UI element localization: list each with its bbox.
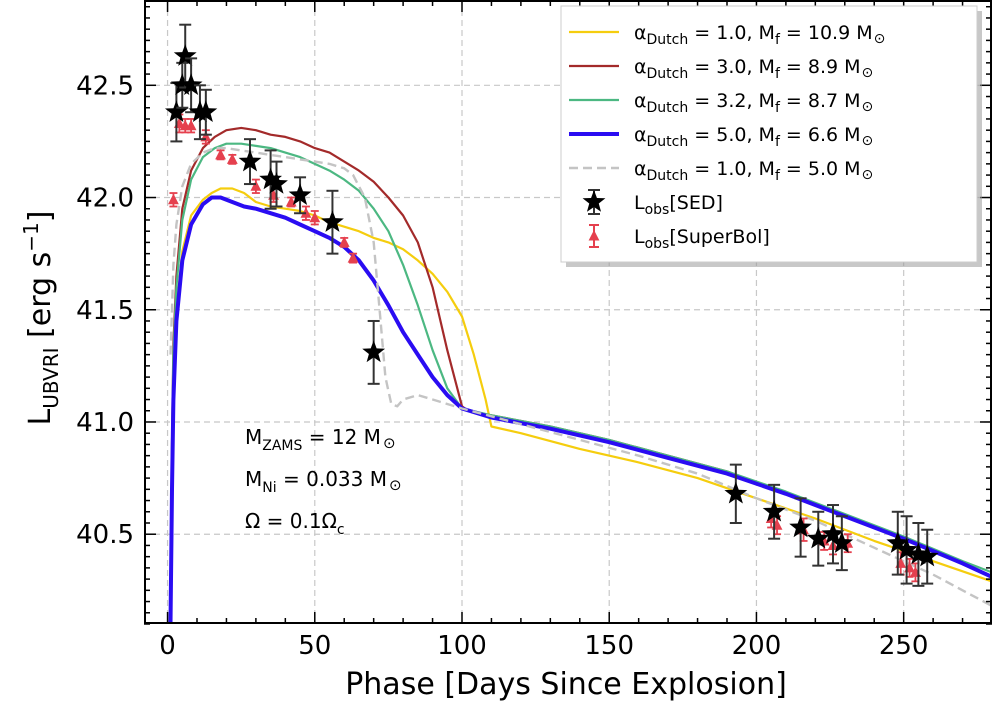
axes-frame — [144, 0, 992, 624]
x-tick-label: 0 — [159, 631, 176, 661]
annotation-omega: Ω = 0.1Ωc — [245, 509, 345, 538]
superbol-point — [338, 236, 350, 247]
legend-label: αDutch = 5.0, Mf = 6.6 M⊙ — [634, 124, 873, 150]
sed-point — [259, 167, 283, 190]
sed-point — [724, 481, 748, 504]
series-line-0 — [169, 187, 992, 624]
sed-point — [915, 544, 939, 567]
sed-point — [806, 526, 830, 549]
y-tick-label: 40.5 — [76, 520, 134, 550]
sed-point — [895, 537, 919, 560]
annotations: MZAMS = 12 M ⊙ MNi = 0.033 M ⊙ Ω = 0.1Ωc — [245, 425, 402, 538]
model-curves — [168, 126, 992, 624]
sed-point — [821, 522, 845, 544]
legend-label: Lobs[SuperBol] — [634, 226, 770, 252]
sed-point — [886, 531, 910, 553]
sed-point — [194, 100, 218, 122]
sed-point — [170, 73, 194, 95]
annotation-mzams: MZAMS = 12 M ⊙ — [245, 425, 396, 454]
sed-point — [173, 44, 197, 66]
x-tick-label: 150 — [584, 631, 634, 661]
x-axis-title: Phase [Days Since Explosion] — [345, 667, 787, 701]
legend-label: αDutch = 1.0, Mf = 5.0 M⊙ — [634, 158, 873, 184]
y-tick-label: 42.0 — [76, 184, 134, 214]
sed-point — [830, 531, 854, 553]
superbol-point — [226, 153, 238, 164]
legend-label: αDutch = 3.2, Mf = 8.7 M⊙ — [634, 90, 873, 116]
sed-point — [238, 149, 262, 172]
plot-frame — [144, 0, 992, 624]
legend-label: αDutch = 1.0, Mf = 10.9 M⊙ — [634, 22, 885, 48]
y-tick-label: 41.0 — [76, 408, 134, 438]
sed-point — [789, 515, 813, 538]
x-tick-label: 200 — [732, 631, 782, 661]
superbol-point — [168, 193, 179, 205]
y-axis-title: LUBVRI [erg s−1] — [19, 211, 63, 426]
axis-titles: Phase [Days Since Explosion] LUBVRI [erg… — [19, 211, 787, 701]
superbol-point — [309, 211, 321, 223]
sed-point — [762, 499, 786, 522]
legend-label: αDutch = 3.0, Mf = 8.9 M⊙ — [634, 56, 873, 82]
x-tick-label: 100 — [437, 631, 487, 661]
superbol-point — [215, 148, 226, 160]
sed-point — [179, 73, 203, 95]
sed-point — [164, 100, 188, 122]
legend-superbol-marker — [588, 230, 600, 241]
sed-point — [288, 183, 312, 205]
y-tick-label: 41.5 — [76, 296, 134, 326]
sed-point — [265, 172, 288, 194]
legend: αDutch = 1.0, Mf = 10.9 M⊙ αDutch = 3.0, … — [560, 5, 982, 267]
sed-point — [321, 210, 344, 232]
series-line-2 — [169, 142, 992, 624]
x-tick-label: 50 — [298, 631, 331, 661]
observed-points — [164, 23, 939, 587]
superbol-point — [250, 180, 262, 191]
y-tick-label: 42.5 — [76, 71, 134, 101]
annotation-mni: MNi = 0.033 M ⊙ — [245, 467, 402, 496]
x-tick-label: 250 — [879, 631, 929, 661]
legend-sed-marker — [582, 190, 606, 212]
legend-box — [560, 5, 978, 263]
sed-point — [362, 340, 386, 363]
legend-label: Lobs[SED] — [634, 192, 723, 218]
superbol-point — [185, 119, 197, 131]
superbol-point — [347, 252, 359, 263]
series-line-4 — [169, 146, 992, 608]
axis-ticks: 0 50 100 150 200 250 40.5 41.0 41.5 42.0 42.5 — [76, 0, 992, 661]
